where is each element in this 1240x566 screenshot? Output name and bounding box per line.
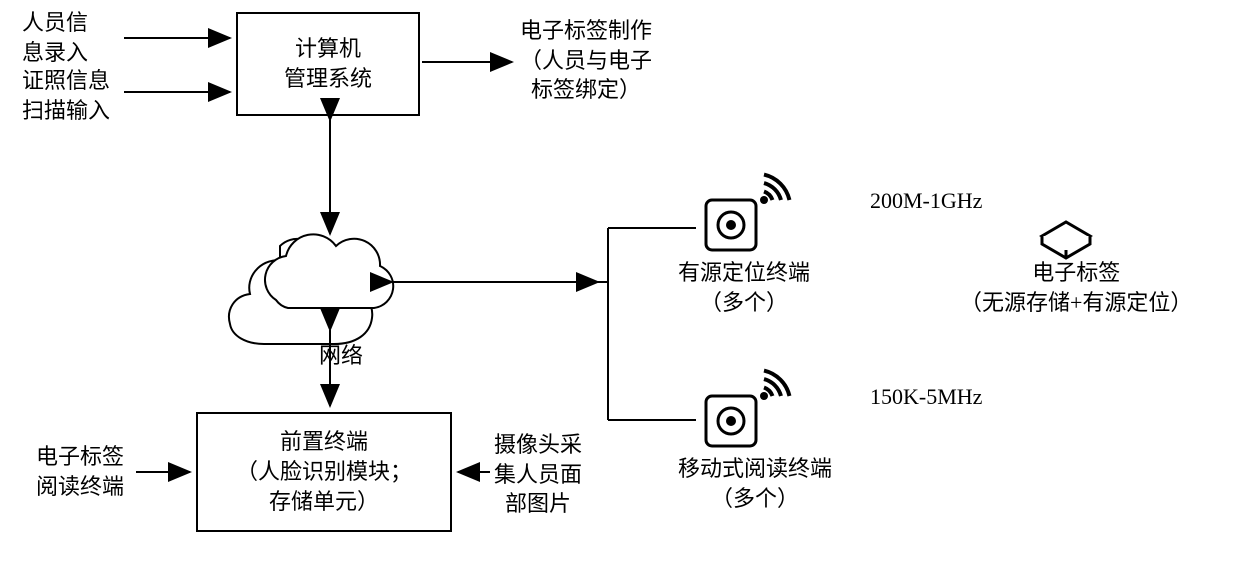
- front-terminal-box: 前置终端 （人脸识别模块； 存储单元）: [196, 412, 452, 532]
- mobile-reader-label: 移动式阅读终端 （多个）: [678, 454, 832, 513]
- mgmt-system-box: 计算机 管理系统: [236, 12, 420, 116]
- network-line2: 网络: [319, 343, 363, 368]
- active-loc-device-icon: [706, 171, 793, 250]
- etag-read-label: 电子标签 阅读终端: [36, 442, 124, 501]
- freq1-label: 200M-1GHz: [870, 186, 982, 216]
- network-line1: 通信: [319, 284, 363, 309]
- mgmt-line2: 管理系统: [284, 64, 372, 94]
- etag-label: 电子标签 （无源存储+有源定位）: [960, 258, 1192, 317]
- etag-icon: [1042, 222, 1090, 258]
- front-line3: 存储单元）: [269, 487, 379, 517]
- camera-label: 摄像头采 集人员面 部图片: [494, 430, 582, 519]
- freq2-label: 150K-5MHz: [870, 382, 982, 412]
- active-loc-label: 有源定位终端 （多个）: [678, 258, 810, 317]
- front-line1: 前置终端: [280, 427, 368, 457]
- mgmt-line1: 计算机: [295, 34, 361, 64]
- mobile-reader-device-icon: [706, 367, 793, 446]
- tag-make-label: 电子标签制作 （人员与电子 标签绑定）: [520, 16, 652, 105]
- input-top-label: 人员信 息录入: [22, 8, 88, 67]
- input-bot-label: 证照信息 扫描输入: [22, 66, 110, 125]
- front-line2: （人脸识别模块；: [236, 457, 412, 487]
- network-label: 通信 网络: [308, 252, 363, 371]
